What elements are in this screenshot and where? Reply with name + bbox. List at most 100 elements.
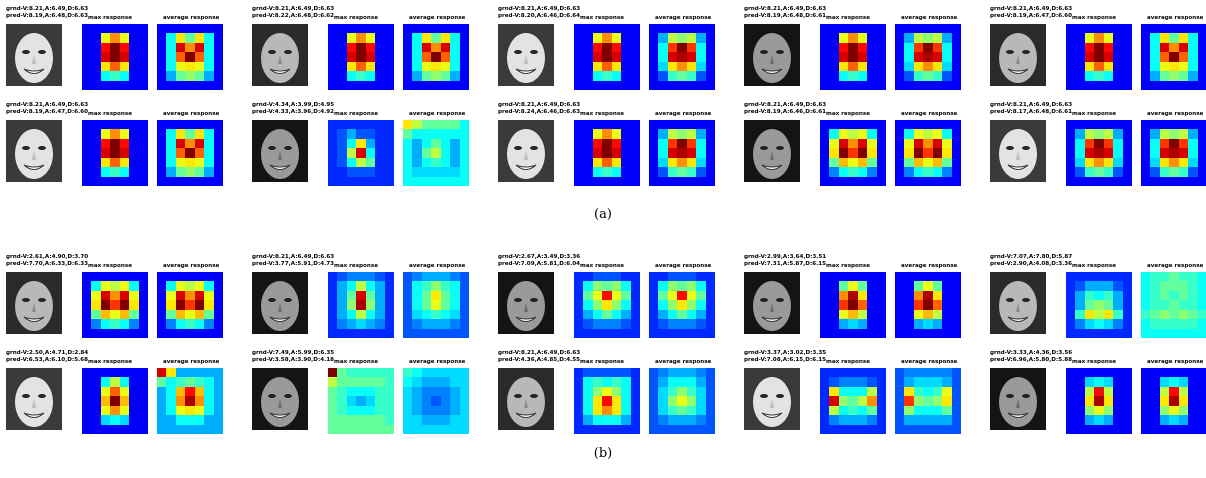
- heatmap-cell: [1188, 386, 1198, 397]
- heatmap-cell: [942, 138, 952, 149]
- heatmap-cell: [820, 24, 830, 34]
- result-item: grnd-V:4.34,A:3.99,D:4.95 pred-V:4.33,A:3…: [252, 102, 488, 194]
- heatmap-cell: [1094, 52, 1104, 62]
- heatmap-cell: [431, 300, 441, 310]
- heatmap-cell: [592, 281, 603, 291]
- heatmap-cell: [194, 300, 205, 310]
- heatmap-cell: [384, 405, 394, 416]
- heatmap-cell: [913, 24, 924, 34]
- result-item: grnd-V:2.61,A:4.90,D:3.70 pred-V:7.70,A:6…: [6, 254, 242, 346]
- heatmap-cell: [82, 309, 92, 320]
- heatmap-cell: [602, 138, 612, 149]
- heatmap-cell: [375, 157, 385, 168]
- heatmap-cell: [838, 309, 849, 320]
- heatmap-cell: [1169, 405, 1179, 416]
- heatmap-cell: [157, 328, 167, 338]
- heatmap-cell: [119, 148, 130, 158]
- heatmap-cell: [459, 71, 469, 81]
- heatmap-cell: [942, 281, 952, 291]
- heatmap-cell: [1159, 405, 1170, 416]
- heatmap-cell: [621, 300, 631, 310]
- max-response-heatmap: [574, 120, 640, 186]
- heatmap-cell: [1075, 405, 1085, 416]
- heatmap-cell: [1113, 309, 1123, 320]
- heatmap-cell: [82, 167, 92, 177]
- heatmap-cell: [1178, 157, 1189, 168]
- heatmap-cell: [649, 24, 659, 34]
- heatmap-cell: [328, 42, 338, 53]
- heatmap-cell: [194, 309, 205, 320]
- heatmap-cell: [1197, 176, 1206, 186]
- heatmap-cell: [1066, 157, 1076, 168]
- face-image: [744, 272, 800, 334]
- heatmap-cell: [129, 415, 139, 425]
- heatmap-cell: [1103, 33, 1114, 43]
- heatmap-cell: [621, 415, 631, 425]
- heatmap-cell: [923, 80, 933, 90]
- heatmap-cell: [592, 157, 603, 168]
- heatmap-cell: [365, 309, 376, 320]
- heatmap-cell: [1197, 52, 1206, 62]
- heatmap-cell: [91, 386, 101, 397]
- heatmap-cell: [621, 138, 631, 149]
- heatmap-cell: [440, 386, 451, 397]
- heatmap-cell: [1159, 80, 1170, 90]
- heatmap-cell: [1066, 148, 1076, 158]
- heatmap-cell: [459, 415, 469, 425]
- heatmap-cell: [932, 415, 943, 425]
- heatmap-cell: [119, 24, 130, 34]
- heatmap-cell: [677, 176, 687, 186]
- heatmap-cell: [157, 80, 167, 90]
- heatmap-cell: [857, 377, 868, 387]
- heatmap-cell: [942, 424, 952, 434]
- heatmap-cell: [431, 290, 441, 301]
- heatmap-cell: [204, 33, 214, 43]
- heatmap-cell: [686, 148, 697, 158]
- heatmap-cell: [1178, 138, 1189, 149]
- heatmap-cell: [592, 415, 603, 425]
- heatmap-cell: [951, 120, 961, 130]
- heatmap-cell: [611, 42, 622, 53]
- average-response-heatmap: [895, 368, 961, 434]
- heatmap-cell: [129, 405, 139, 416]
- heatmap-cell: [384, 309, 394, 320]
- heatmap-cell: [932, 52, 943, 62]
- heatmap-cell: [1197, 42, 1206, 53]
- heatmap-cell: [677, 167, 687, 177]
- heatmap-cell: [1197, 148, 1206, 158]
- heatmap-cell: [384, 377, 394, 387]
- heatmap-cell: [951, 300, 961, 310]
- heatmap-cell: [175, 167, 186, 177]
- heatmap-cell: [431, 396, 441, 406]
- prediction-label: pred-V:4.36,A:4.85,D:4.55: [498, 357, 580, 363]
- result-item: grnd-V:8.21,A:6.49,D:6.63 pred-V:8.20,A:6…: [498, 6, 734, 98]
- heatmap-cell: [384, 71, 394, 81]
- heatmap-cell: [705, 129, 715, 139]
- heatmap-cell: [1178, 272, 1189, 282]
- heatmap-cell: [1188, 290, 1198, 301]
- heatmap-cell: [175, 300, 186, 310]
- heatmap-cell: [1113, 120, 1123, 130]
- heatmap-cell: [213, 396, 223, 406]
- heatmap-cell: [110, 120, 120, 130]
- result-item: grnd-V:8.21,A:6.49,D:6.63 pred-V:4.36,A:4…: [498, 350, 734, 442]
- heatmap-cell: [129, 42, 139, 53]
- heatmap-cell: [1084, 176, 1095, 186]
- heatmap-cell: [1197, 120, 1206, 130]
- heatmap-cell: [166, 300, 176, 310]
- heatmap-cell: [1075, 120, 1085, 130]
- heatmap-cell: [204, 42, 214, 53]
- heatmap-cell: [583, 377, 593, 387]
- heatmap-cell: [403, 71, 413, 81]
- heatmap-cell: [1066, 138, 1076, 149]
- heatmap-cell: [1103, 368, 1114, 378]
- heatmap-cell: [421, 368, 432, 378]
- heatmap-cell: [932, 138, 943, 149]
- heatmap-cell: [848, 24, 858, 34]
- heatmap-cell: [1066, 328, 1076, 338]
- heatmap-cell: [356, 61, 366, 72]
- heatmap-cell: [1075, 138, 1085, 149]
- heatmap-cell: [895, 52, 905, 62]
- heatmap-cell: [194, 281, 205, 291]
- heatmap-cell: [686, 272, 697, 282]
